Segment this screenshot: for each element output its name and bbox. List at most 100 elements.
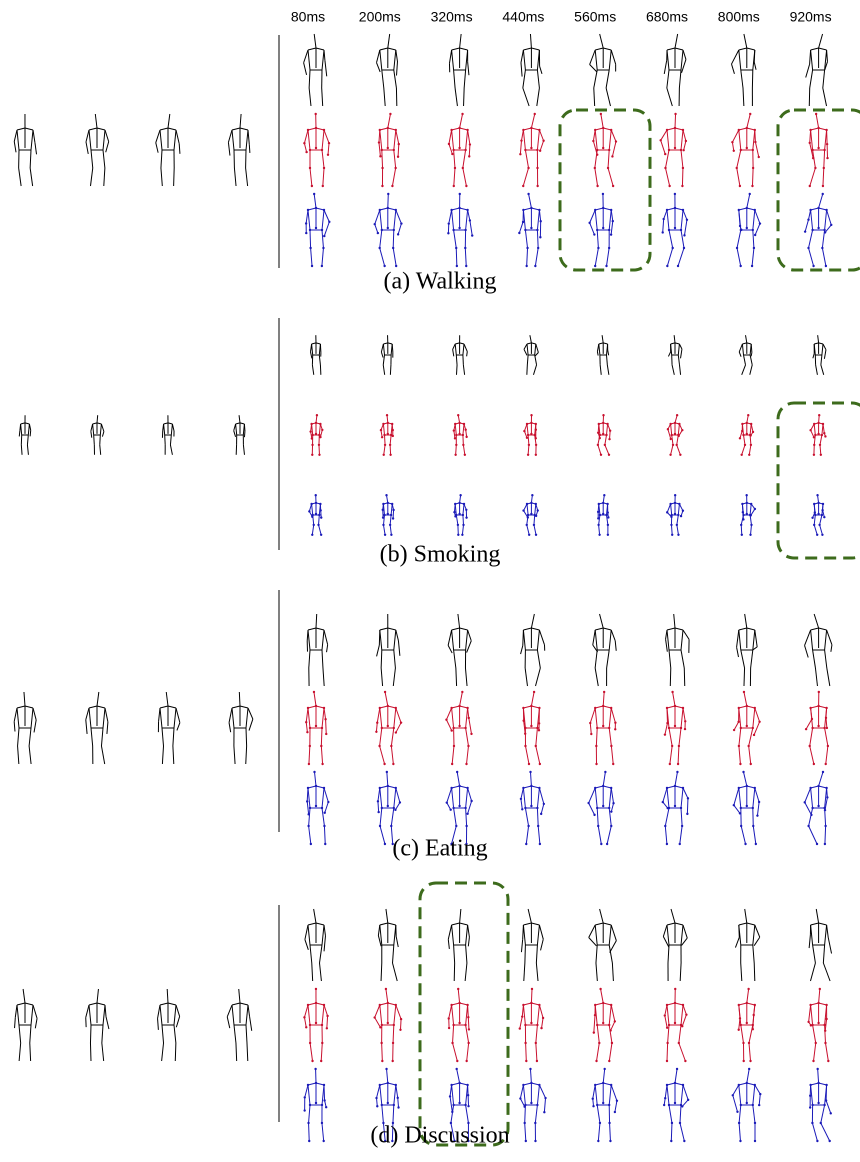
bone (825, 728, 828, 746)
joint (608, 229, 610, 231)
bone (452, 708, 454, 728)
joint (524, 229, 526, 231)
bone (523, 628, 531, 630)
joint (740, 807, 742, 809)
joint (375, 731, 377, 733)
joint (603, 691, 605, 693)
bone (665, 826, 667, 844)
bone (396, 708, 401, 723)
joint (602, 147, 604, 149)
bone (100, 445, 101, 455)
skeleton (521, 909, 543, 981)
bone (608, 350, 609, 355)
bone (160, 706, 168, 708)
bone (751, 525, 752, 535)
bone (667, 210, 669, 230)
bone (531, 786, 539, 788)
joint (596, 1104, 598, 1106)
joint (816, 534, 818, 536)
joint (526, 524, 528, 526)
bone (609, 925, 611, 945)
joint (751, 265, 753, 267)
bone (21, 445, 22, 455)
bone (671, 343, 675, 344)
bone (603, 923, 611, 925)
bone (608, 168, 613, 186)
joint (381, 229, 383, 231)
joint (811, 1122, 813, 1124)
joint (321, 1104, 323, 1106)
bone (309, 746, 310, 764)
joint (381, 807, 383, 809)
joint (605, 514, 607, 516)
bone (380, 630, 382, 650)
joint (309, 149, 311, 151)
bone (312, 963, 313, 981)
bone (754, 963, 755, 981)
joint (461, 691, 463, 693)
bone (160, 128, 168, 130)
bone (456, 365, 457, 375)
bone (527, 424, 528, 435)
joint (674, 422, 676, 424)
bone (162, 728, 163, 746)
joint (313, 691, 315, 693)
joint (738, 1122, 740, 1124)
joint (602, 1082, 604, 1084)
joint (465, 265, 467, 267)
bone (537, 808, 538, 826)
bone (751, 353, 752, 357)
skeleton (303, 113, 330, 187)
joint (596, 154, 598, 156)
bone (174, 130, 176, 150)
bone (467, 352, 468, 357)
bone (375, 210, 380, 224)
bone (452, 628, 460, 630)
joint (664, 1014, 666, 1016)
joint (458, 127, 460, 129)
bone (308, 1003, 316, 1005)
joint (743, 1060, 745, 1062)
skeleton (377, 771, 401, 845)
bone (470, 220, 472, 235)
joint (674, 988, 676, 990)
bone (611, 1005, 615, 1021)
joint (594, 129, 596, 131)
bone (819, 48, 827, 50)
bone (311, 352, 312, 359)
joint (597, 444, 599, 446)
bone (535, 248, 538, 266)
bone (678, 746, 679, 764)
joint (394, 167, 396, 169)
bone (755, 210, 760, 224)
bone (398, 1098, 399, 1108)
joint (666, 129, 668, 131)
bone (25, 128, 33, 130)
bone (101, 746, 104, 764)
joint (383, 434, 385, 436)
bone (523, 130, 525, 150)
bone (822, 344, 823, 355)
bone (536, 668, 541, 686)
bone (595, 208, 603, 210)
bone (823, 88, 827, 106)
joint (387, 1022, 389, 1024)
joint (594, 167, 596, 169)
skeleton (453, 335, 468, 375)
bone (377, 645, 380, 656)
joint (387, 725, 389, 727)
joint (602, 513, 604, 515)
bone (681, 1085, 683, 1105)
bone (175, 1043, 176, 1061)
bone (744, 692, 747, 706)
bone (17, 128, 25, 130)
joint (398, 143, 400, 145)
joint (530, 705, 532, 707)
joint (747, 988, 749, 990)
bone (383, 515, 384, 525)
bone (739, 1085, 741, 1105)
bone (103, 708, 105, 728)
joint (448, 1017, 450, 1019)
bone (306, 722, 307, 732)
bone (246, 130, 248, 150)
